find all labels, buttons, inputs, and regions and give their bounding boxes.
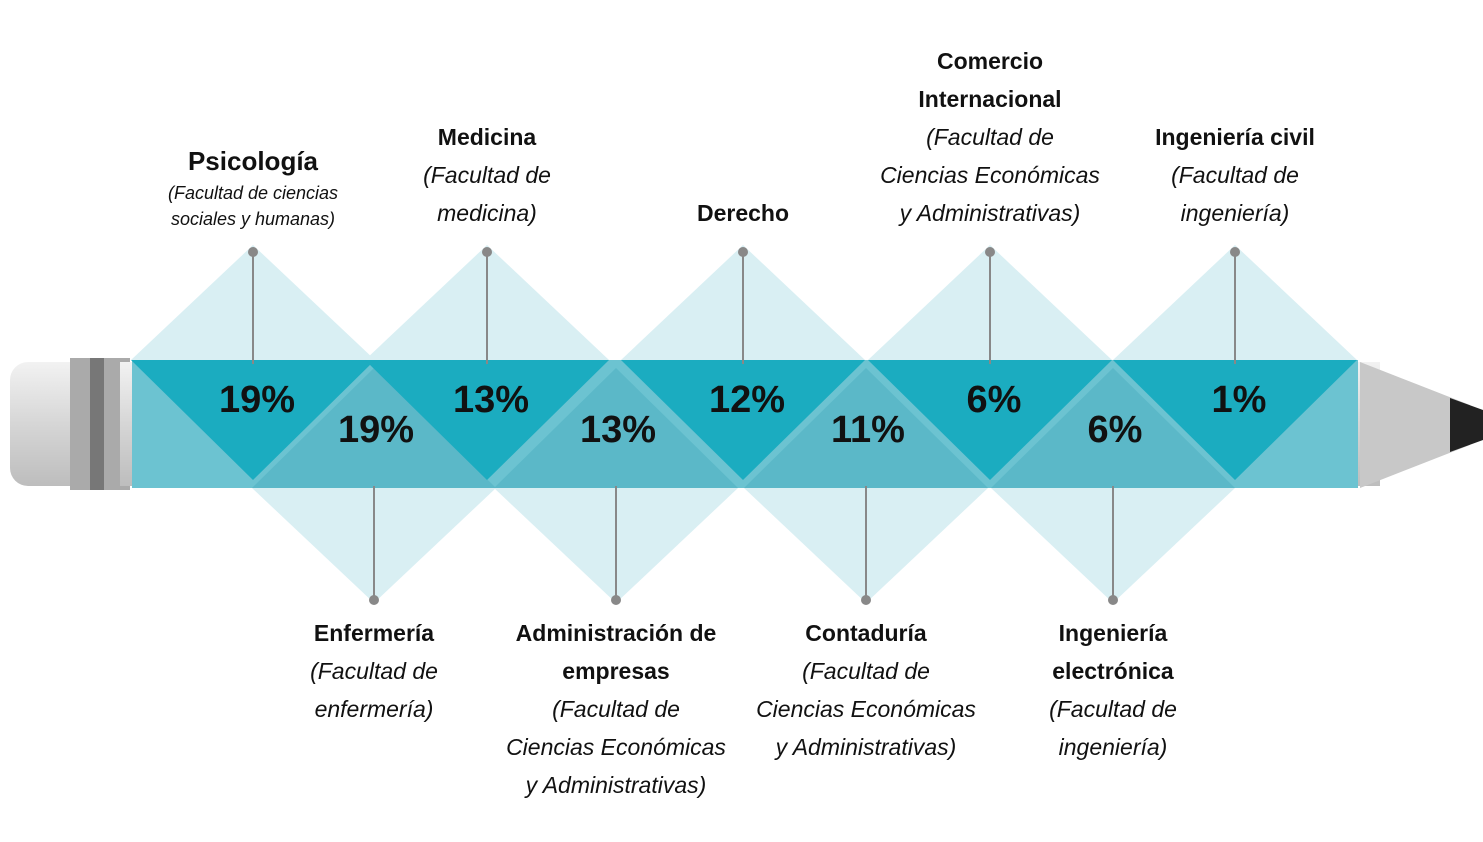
percent: 12% [709, 379, 785, 421]
dot [482, 247, 492, 257]
dot [248, 247, 258, 257]
item-faculty: (Facultad de medicina) [377, 156, 597, 232]
percent: 19% [338, 409, 414, 451]
item-faculty: (Facultad de Ciencias Económicas y Admin… [506, 690, 726, 804]
percent: 13% [453, 379, 529, 421]
dot [861, 595, 871, 605]
item-name: Comercio Internacional [880, 42, 1100, 118]
item-faculty: (Facultad de Ciencias Económicas y Admin… [756, 652, 976, 766]
item-label: Psicología(Facultad de ciencias sociales… [143, 142, 363, 232]
item-name: Administración de empresas [506, 614, 726, 690]
percent: 6% [967, 379, 1022, 421]
percent: 1% [1212, 379, 1267, 421]
item-name: Contaduría [756, 614, 976, 652]
ferrule-band [90, 358, 104, 490]
item-label: Comercio Internacional(Facultad de Cienc… [880, 42, 1100, 232]
item-name: Ingeniería civil [1125, 118, 1345, 156]
item-name: Derecho [633, 194, 853, 232]
item-faculty: (Facultad de ingeniería) [1125, 156, 1345, 232]
dot [985, 247, 995, 257]
dot [611, 595, 621, 605]
dot [1230, 247, 1240, 257]
item-name: Enfermería [264, 614, 484, 652]
item-faculty: (Facultad de ingeniería) [1003, 690, 1223, 766]
percent: 13% [580, 409, 656, 451]
percent: 11% [831, 409, 905, 451]
item-label: Medicina(Facultad de medicina) [377, 118, 597, 232]
item-faculty: (Facultad de enfermería) [264, 652, 484, 728]
item-name: Medicina [377, 118, 597, 156]
dot [369, 595, 379, 605]
item-label: Derecho [633, 194, 853, 232]
item-label: Ingeniería civil(Facultad de ingeniería) [1125, 118, 1345, 232]
dot [738, 247, 748, 257]
item-label: Enfermería(Facultad de enfermería) [264, 614, 484, 728]
item-name: Psicología [143, 142, 363, 180]
percent: 19% [219, 379, 295, 421]
item-label: Administración de empresas(Facultad de C… [506, 614, 726, 804]
pencil-lead [1450, 398, 1483, 452]
item-label: Ingeniería electrónica(Facultad de ingen… [1003, 614, 1223, 766]
dot [1108, 595, 1118, 605]
item-faculty: (Facultad de Ciencias Económicas y Admin… [880, 118, 1100, 232]
item-faculty: (Facultad de ciencias sociales y humanas… [143, 180, 363, 232]
page: 19%13%12%6%1%19%13%11%6% (() => { const … [0, 0, 1483, 842]
percent: 6% [1088, 409, 1143, 451]
item-label: Contaduría(Facultad de Ciencias Económic… [756, 614, 976, 766]
item-name: Ingeniería electrónica [1003, 614, 1223, 690]
